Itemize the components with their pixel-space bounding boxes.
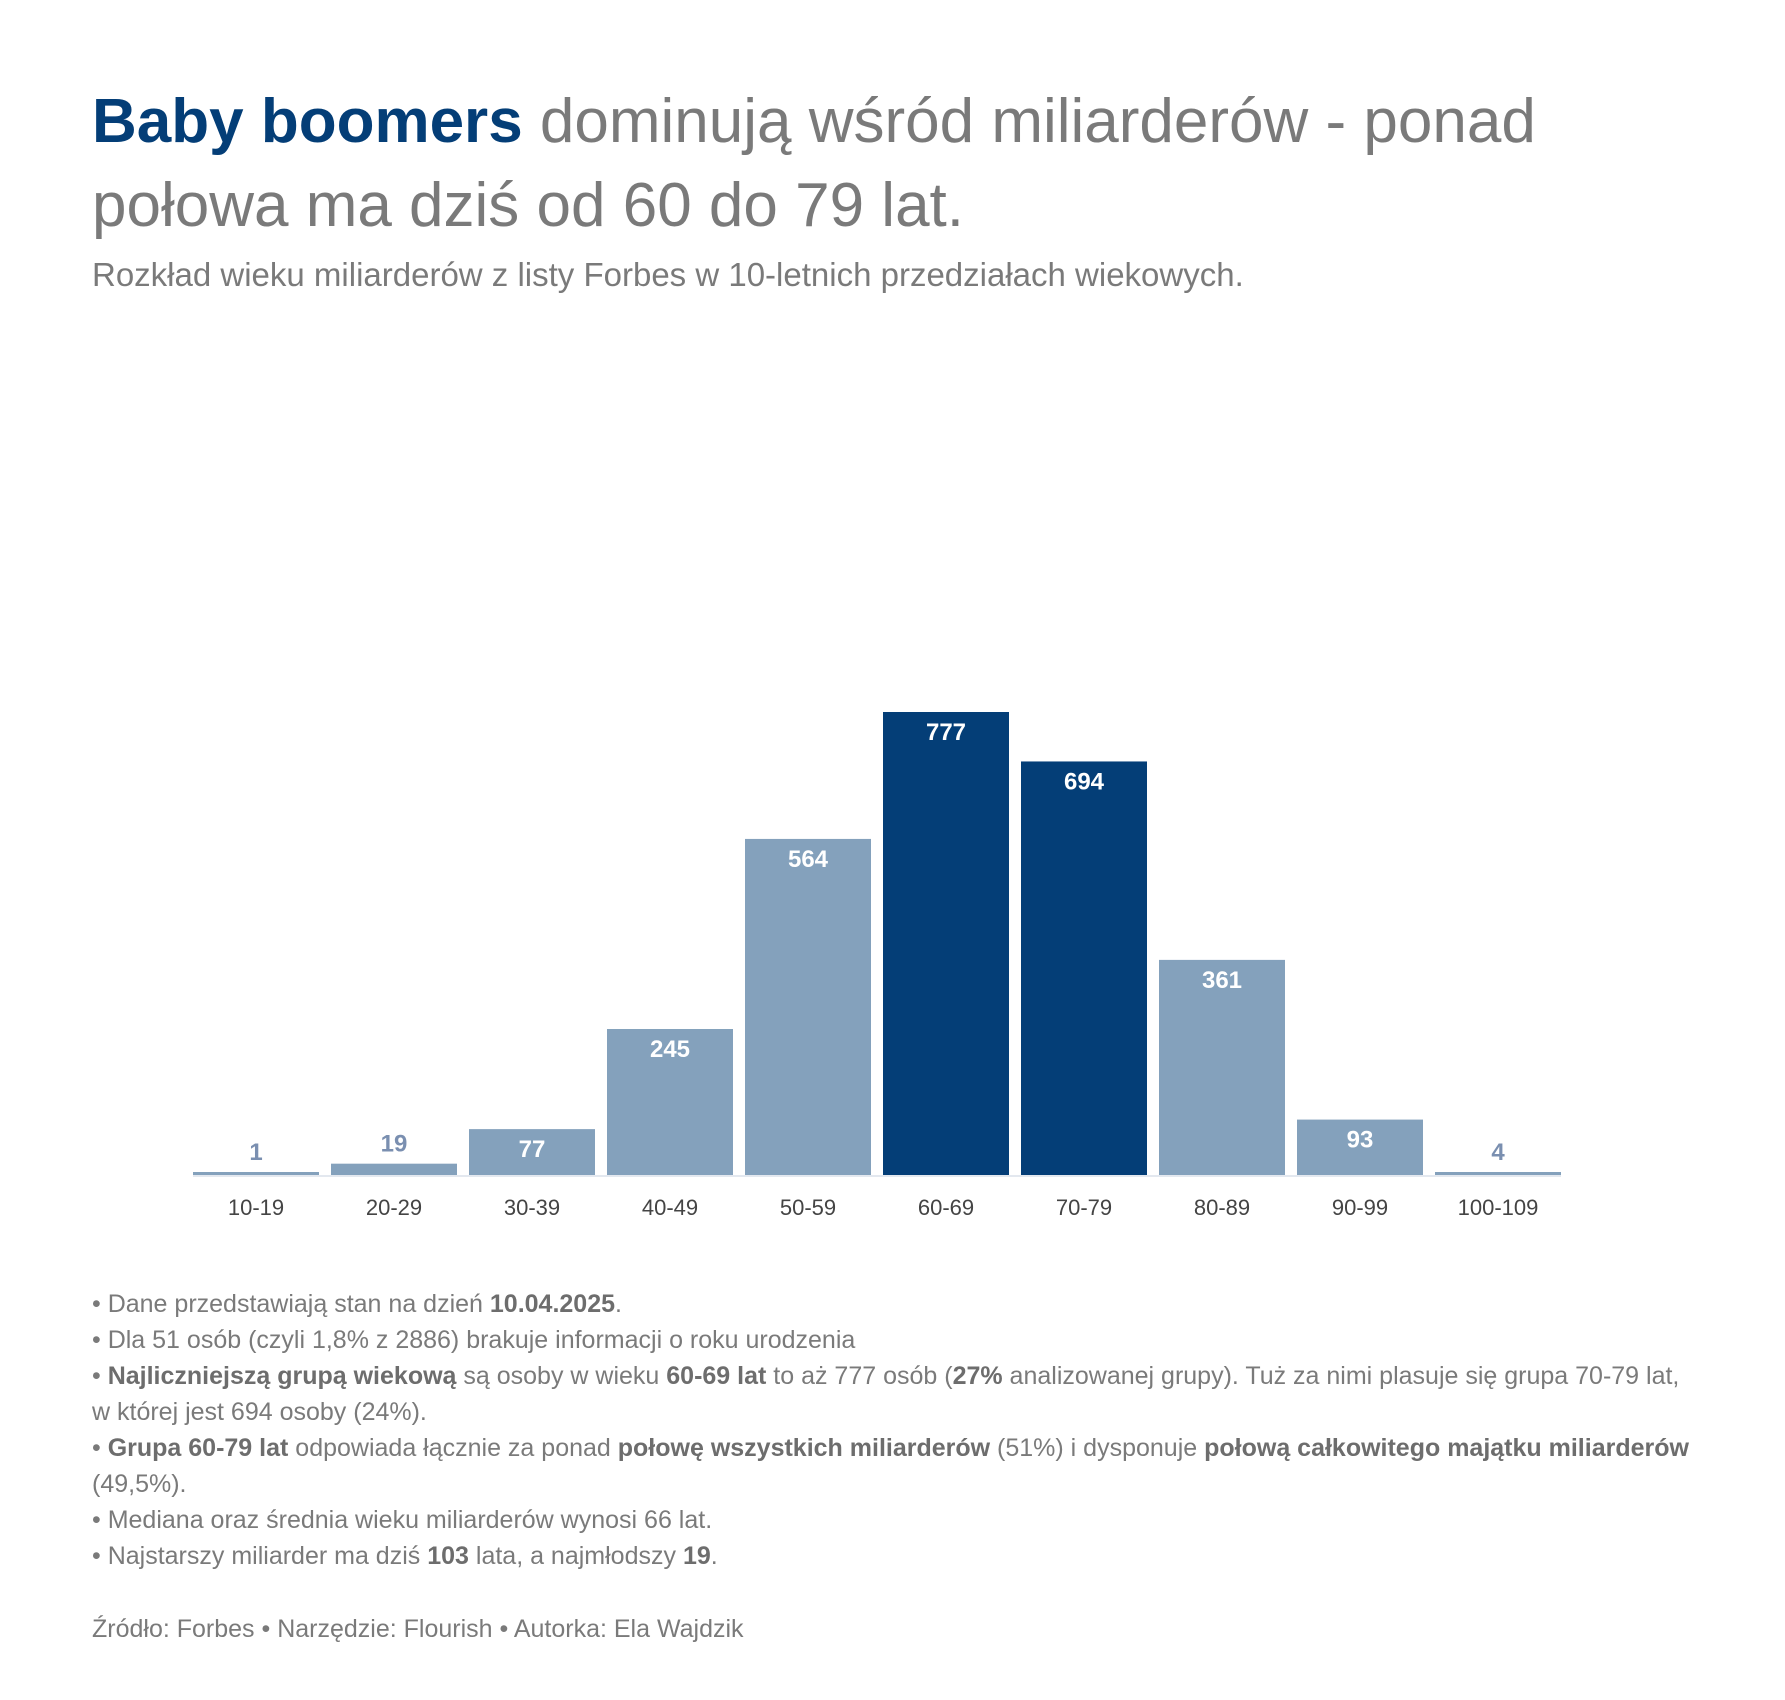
bar-20-29 — [331, 1163, 457, 1175]
bar-value-label: 361 — [1202, 967, 1242, 994]
note-text: (49,5%). — [92, 1470, 187, 1498]
bar-value-label: 77 — [519, 1136, 546, 1163]
x-tick-label: 100-109 — [1458, 1195, 1539, 1220]
note-text: . — [710, 1542, 718, 1570]
bar-10-19 — [193, 1172, 319, 1175]
bar-value-label: 777 — [926, 719, 966, 746]
note-bold: połową całkowitego majątku miliarderów — [1204, 1434, 1689, 1462]
note-bold: połowę wszystkich miliarderów — [617, 1434, 991, 1462]
bar-value-label: 564 — [788, 846, 829, 873]
note-bold: Najliczniejszą grupą wiekową — [107, 1362, 457, 1390]
page-title: Baby boomers dominują wśród miliarderów … — [92, 80, 1712, 248]
bar-value-label: 1 — [249, 1139, 262, 1166]
bar-100-109 — [1435, 1172, 1561, 1175]
x-tick-label: 60-69 — [918, 1195, 974, 1220]
bar-50-59 — [745, 838, 871, 1175]
bar-70-79 — [1021, 761, 1147, 1175]
bar-80-89 — [1159, 959, 1285, 1175]
note-bold: 60-69 lat — [666, 1362, 767, 1390]
note-text: . — [615, 1290, 622, 1318]
bar-30-39 — [469, 1129, 595, 1175]
bar-60-69 — [883, 712, 1009, 1175]
note-text: • Dla 51 osób (czyli 1,8% z 2886) brakuj… — [92, 1326, 856, 1354]
note-text: są osoby w wieku — [456, 1362, 667, 1390]
note-text: • — [92, 1362, 108, 1390]
note-text: • Najstarszy miliarder ma dziś — [92, 1542, 428, 1570]
note-bold: Grupa 60-79 lat — [107, 1434, 289, 1462]
x-tick-label: 90-99 — [1332, 1195, 1388, 1220]
age-distribution-bar-chart: 1 19 77 245 564 777 694 361 93 4 10-19 20-29 30-39 4… — [193, 712, 1561, 1220]
source-line: Źródło: Forbes • Narzędzie: Flourish • A… — [92, 1615, 744, 1643]
title-rest: dominują wśród miliarderów - ponad połow… — [92, 87, 1536, 240]
note-bold: 103 — [427, 1542, 469, 1570]
bars-group — [193, 712, 1561, 1175]
note-bold: 19 — [682, 1542, 711, 1570]
note-text: to aż 777 osób ( — [766, 1362, 953, 1390]
bar-value-label: 93 — [1347, 1127, 1374, 1154]
notes-block: • Dane przedstawiają stan na dzień 10.04… — [92, 1286, 1692, 1574]
bar-value-label: 245 — [650, 1036, 690, 1063]
note-missing-data: • Dla 51 osób (czyli 1,8% z 2886) brakuj… — [92, 1322, 1692, 1358]
x-tick-label: 30-39 — [504, 1195, 560, 1220]
page-subtitle: Rozkład wieku miliarderów z listy Forbes… — [92, 256, 1244, 293]
value-labels-group: 1 19 77 245 564 777 694 361 93 4 — [249, 719, 1505, 1166]
note-text: analizowanej grupy). Tuż za nimi plasuje… — [92, 1362, 1680, 1426]
note-median: • Mediana oraz średnia wieku miliarderów… — [92, 1502, 1692, 1538]
bar-value-label: 694 — [1064, 768, 1105, 795]
note-date: • Dane przedstawiają stan na dzień 10.04… — [92, 1286, 1692, 1322]
x-tick-label: 50-59 — [780, 1195, 836, 1220]
x-tick-label: 40-49 — [642, 1195, 698, 1220]
bar-value-label: 4 — [1491, 1139, 1505, 1166]
bar-40-49 — [607, 1029, 733, 1175]
note-text: • Dane przedstawiają stan na dzień — [92, 1290, 490, 1318]
x-tick-labels-group: 10-19 20-29 30-39 40-49 50-59 60-69 70-79 80-89… — [228, 1195, 1539, 1220]
x-tick-label: 10-19 — [228, 1195, 284, 1220]
note-text: lata, a najmłodszy — [468, 1542, 683, 1570]
bar-value-label: 19 — [381, 1131, 408, 1158]
x-tick-label: 20-29 — [366, 1195, 422, 1220]
note-oldest-youngest: • Najstarszy miliarder ma dziś 103 lata,… — [92, 1538, 1692, 1574]
note-bold: 10.04.2025 — [489, 1290, 616, 1318]
note-bold: 27% — [952, 1362, 1003, 1390]
note-text: • Mediana oraz średnia wieku miliarderów… — [92, 1506, 713, 1534]
note-text: (51%) i dysponuje — [990, 1434, 1205, 1462]
x-tick-label: 70-79 — [1056, 1195, 1112, 1220]
note-text: • — [92, 1434, 108, 1462]
note-text: odpowiada łącznie za ponad — [288, 1434, 618, 1462]
note-largest-group: • Najliczniejszą grupą wiekową są osoby … — [92, 1358, 1692, 1430]
bar-90-99 — [1297, 1119, 1423, 1175]
x-tick-label: 80-89 — [1194, 1195, 1250, 1220]
title-highlight: Baby boomers — [92, 87, 523, 156]
note-60-79-group: • Grupa 60-79 lat odpowiada łącznie za p… — [92, 1430, 1692, 1502]
